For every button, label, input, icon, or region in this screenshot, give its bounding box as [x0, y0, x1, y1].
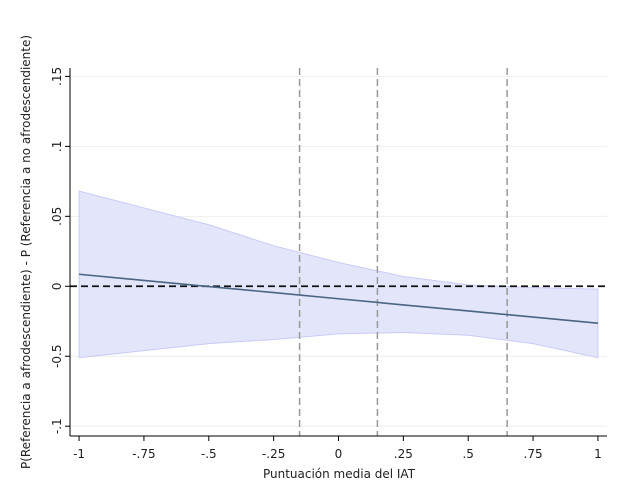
y-tick-label: -0.5 — [50, 345, 64, 368]
line — [79, 273, 598, 325]
y-tick-label: .15 — [50, 67, 64, 86]
confidence-band — [78, 190, 599, 359]
x-tick-label: -.25 — [262, 447, 285, 461]
x-tick-label: -.5 — [201, 447, 217, 461]
y-tick-label: 0 — [50, 282, 64, 290]
x-tick-label: .75 — [524, 447, 543, 461]
y-tick-label: .05 — [50, 207, 64, 226]
x-tick-label: 1 — [594, 447, 602, 461]
x-tick-label: -1 — [73, 447, 85, 461]
y-tick-label: -.1 — [50, 418, 64, 434]
y-axis-title: P(Referencia a afrodescendiente) - P (Re… — [19, 35, 33, 469]
x-tick-label: -.75 — [132, 447, 155, 461]
x-tick-label: .25 — [394, 447, 413, 461]
x-tick-label: .5 — [462, 447, 473, 461]
y-tick-label: .1 — [50, 141, 64, 152]
x-tick-label: 0 — [335, 447, 343, 461]
x-axis-title: Puntuación media del IAT — [263, 467, 416, 481]
